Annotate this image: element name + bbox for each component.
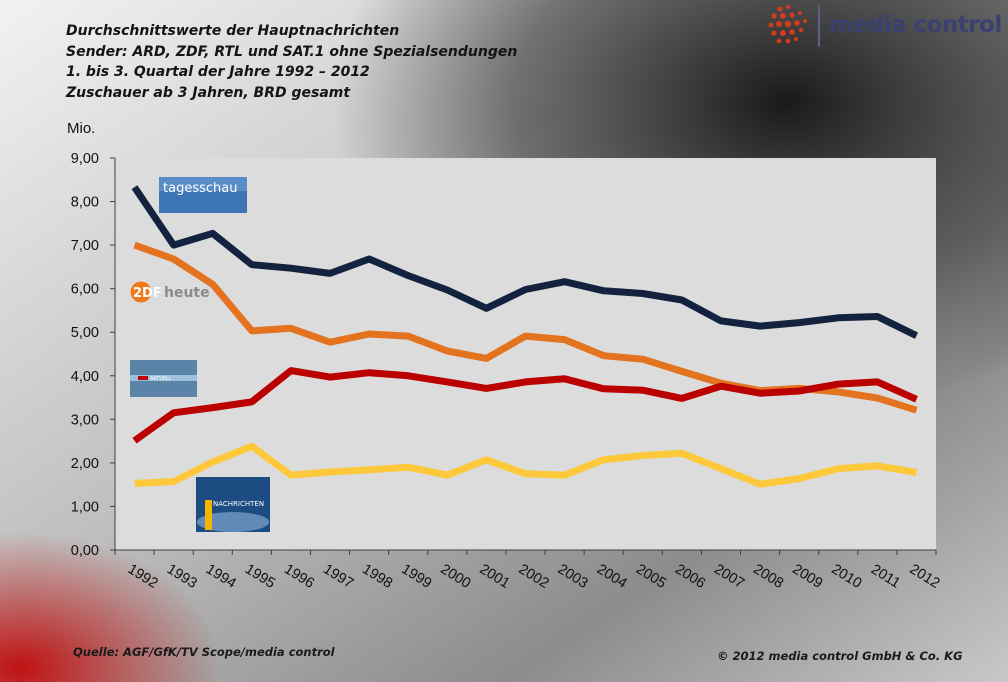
series-line-rtl-aktuell [132, 367, 918, 444]
x-tick-label: 2011 [868, 562, 903, 592]
sat1-logo-bar [205, 500, 212, 530]
x-tick-label: 1997 [320, 561, 356, 592]
x-tick-label: 2004 [594, 561, 630, 592]
title-line-1: Durchschnittswerte der Hauptnachrichten [66, 23, 400, 39]
title-line-4: Zuschauer ab 3 Jahren, BRD gesamt [66, 85, 351, 102]
rtl-logo-mark [138, 376, 148, 380]
copyright-note: © 2012 media control GmbH & Co. KG [717, 649, 963, 663]
x-tick-label: 2000 [438, 561, 474, 592]
x-tick-label: 1992 [125, 561, 161, 592]
source-note: Quelle: AGF/GfK/TV Scope/media control [73, 645, 335, 659]
y-tick-label: 8,00 [71, 195, 99, 211]
y-tick-label: 2,00 [71, 456, 99, 472]
x-tick-label: 1995 [242, 561, 278, 592]
x-tick-label: 2005 [633, 561, 669, 592]
zdf-logo-icon [130, 281, 152, 303]
title-line-2: Sender: ARD, ZDF, RTL und SAT.1 ohne Spe… [66, 43, 518, 60]
x-tick-label: 2007 [711, 561, 747, 592]
x-tick-label: 2003 [555, 561, 591, 592]
zdf-logo-word: heute [164, 285, 210, 301]
y-tick-label: 6,00 [71, 282, 99, 298]
x-tick-label: 2002 [516, 561, 552, 592]
x-tick-label: 2006 [672, 561, 708, 592]
media-control-logo-icon [768, 4, 807, 44]
x-tick-label: 1994 [203, 561, 239, 592]
logo-text: media control [829, 12, 1002, 38]
y-tick-label: 4,00 [71, 369, 99, 385]
sat1-logo-text: NACHRICHTEN [213, 500, 264, 508]
y-tick-label: 1,00 [71, 499, 99, 515]
rtl-logo-text: AKTUELL [150, 376, 172, 382]
zdf-logo-mark: 2DF [133, 286, 162, 301]
y-tick-label: 3,00 [71, 412, 99, 428]
x-tick-label: 2008 [750, 561, 786, 592]
x-tick-label: 1999 [398, 561, 434, 592]
series-line-sat-1-nachrichten [134, 442, 918, 488]
tagesschau-logo-text: tagesschau [163, 181, 237, 196]
y-tick-label: 9,00 [71, 151, 99, 167]
y-tick-label: 7,00 [71, 238, 99, 254]
x-tick-label: 2010 [828, 561, 864, 592]
x-tick-label: 2001 [477, 561, 513, 592]
rtl-aktuell-logo-band [130, 375, 197, 381]
y-axis-label: Mio. [67, 120, 95, 137]
x-tick-label: 1998 [359, 561, 395, 592]
x-tick-label: 1993 [164, 561, 200, 592]
y-tick-label: 5,00 [71, 325, 99, 341]
y-tick-label: 0,00 [71, 543, 99, 559]
x-tick-label: 2009 [789, 561, 825, 592]
x-tick-label: 2012 [907, 561, 943, 592]
sat1-logo-globe [197, 512, 269, 532]
series-line-tagesschau [131, 185, 919, 339]
chart-title-block: Durchschnittswerte der Hauptnachrichten … [66, 21, 517, 104]
x-tick-label: 1996 [281, 561, 317, 592]
tagesschau-logo-highlight [159, 177, 247, 191]
logo-divider [818, 5, 820, 47]
title-line-3: 1. bis 3. Quartal der Jahre 1992 – 2012 [66, 64, 370, 81]
